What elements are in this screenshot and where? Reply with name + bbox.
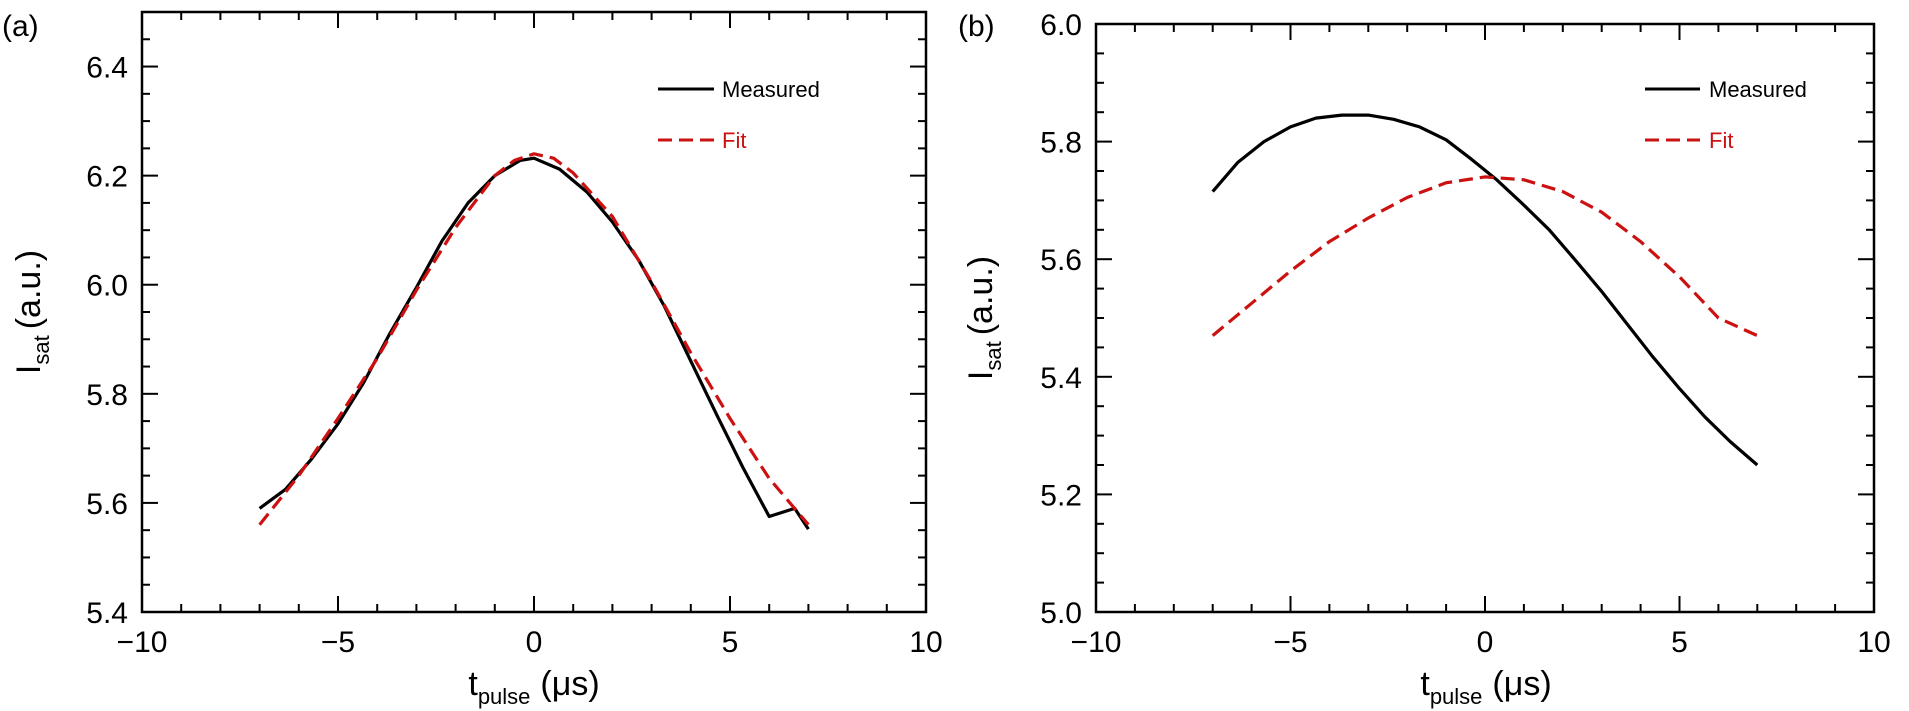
a-series-fit-line — [258, 152, 810, 526]
b-x-tick-label: −10 — [1071, 626, 1122, 659]
panel-b-legend: Measured Fit — [1645, 77, 1807, 153]
panel-a-legend-measured-label: Measured — [722, 77, 820, 102]
panel-a-plot-frame — [140, 10, 928, 614]
panel-a-legend-fit-label: Fit — [722, 128, 746, 153]
a-y-tick-label: 6.2 — [86, 161, 128, 194]
panel-a-ylabel: Isat(a.u.) — [10, 250, 54, 374]
b-y-tick-label: 5.6 — [1040, 244, 1082, 277]
a-x-tick-label: 0 — [526, 626, 543, 659]
panel-a-label: (a) — [2, 10, 39, 43]
b-y-tick-label: 5.8 — [1040, 127, 1082, 160]
a-x-tick-label: 5 — [722, 626, 739, 659]
panel-b-ticks: −10 −5 0 5 10 5.0 5.2 5.4 5.6 5.8 6.0 — [1040, 9, 1890, 659]
b-x-tick-label: −5 — [1273, 626, 1307, 659]
a-x-tick-label: 10 — [909, 626, 942, 659]
panel-b-legend-fit-label: Fit — [1709, 128, 1733, 153]
a-y-tick-label: 5.6 — [86, 488, 128, 521]
a-y-tick-label: 5.8 — [86, 379, 128, 412]
panel-a-legend: Measured Fit — [658, 77, 820, 153]
panel-b-chart: (b) −10 −5 0 5 10 5.0 5.2 5.4 5.6 5.8 6.0 Measured… — [958, 9, 1891, 709]
a-y-tick-label: 6.0 — [86, 270, 128, 303]
a-series-measured-line — [258, 156, 810, 530]
b-x-tick-label: 5 — [1671, 626, 1688, 659]
b-y-tick-label: 5.2 — [1040, 479, 1082, 512]
b-x-tick-label: 10 — [1857, 626, 1890, 659]
b-y-tick-label: 5.0 — [1040, 597, 1082, 630]
a-y-tick-label: 6.4 — [86, 52, 128, 85]
panel-b-xlabel: tpulse (μs) — [1420, 665, 1551, 709]
b-series-measured-line — [1211, 113, 1759, 467]
panel-b-legend-measured-label: Measured — [1709, 77, 1807, 102]
b-series-fit-line — [1211, 175, 1758, 338]
b-y-tick-label: 5.4 — [1040, 362, 1082, 395]
a-x-tick-label: −5 — [321, 626, 355, 659]
b-x-tick-label: 0 — [1477, 626, 1494, 659]
panel-a-series-group — [258, 152, 810, 530]
panel-b-ylabel: Isat(a.u.) — [962, 256, 1006, 380]
panel-b-plot-frame — [1094, 22, 1876, 614]
panel-b-series-group — [1211, 113, 1759, 467]
panel-b-label: (b) — [958, 10, 995, 43]
panel-a-xlabel: tpulse (μs) — [468, 665, 599, 709]
a-x-tick-label: −10 — [117, 626, 168, 659]
a-y-tick-label: 5.4 — [86, 597, 128, 630]
panel-a-ticks: −10 −5 0 5 10 5.4 5.6 5.8 6.0 6.2 6.4 — [86, 11, 943, 659]
b-y-tick-label: 6.0 — [1040, 9, 1082, 42]
panel-a-chart: (a) −10 −5 0 5 10 5.4 5.6 5.8 6.0 6.2 6.4 Measured… — [2, 10, 943, 709]
